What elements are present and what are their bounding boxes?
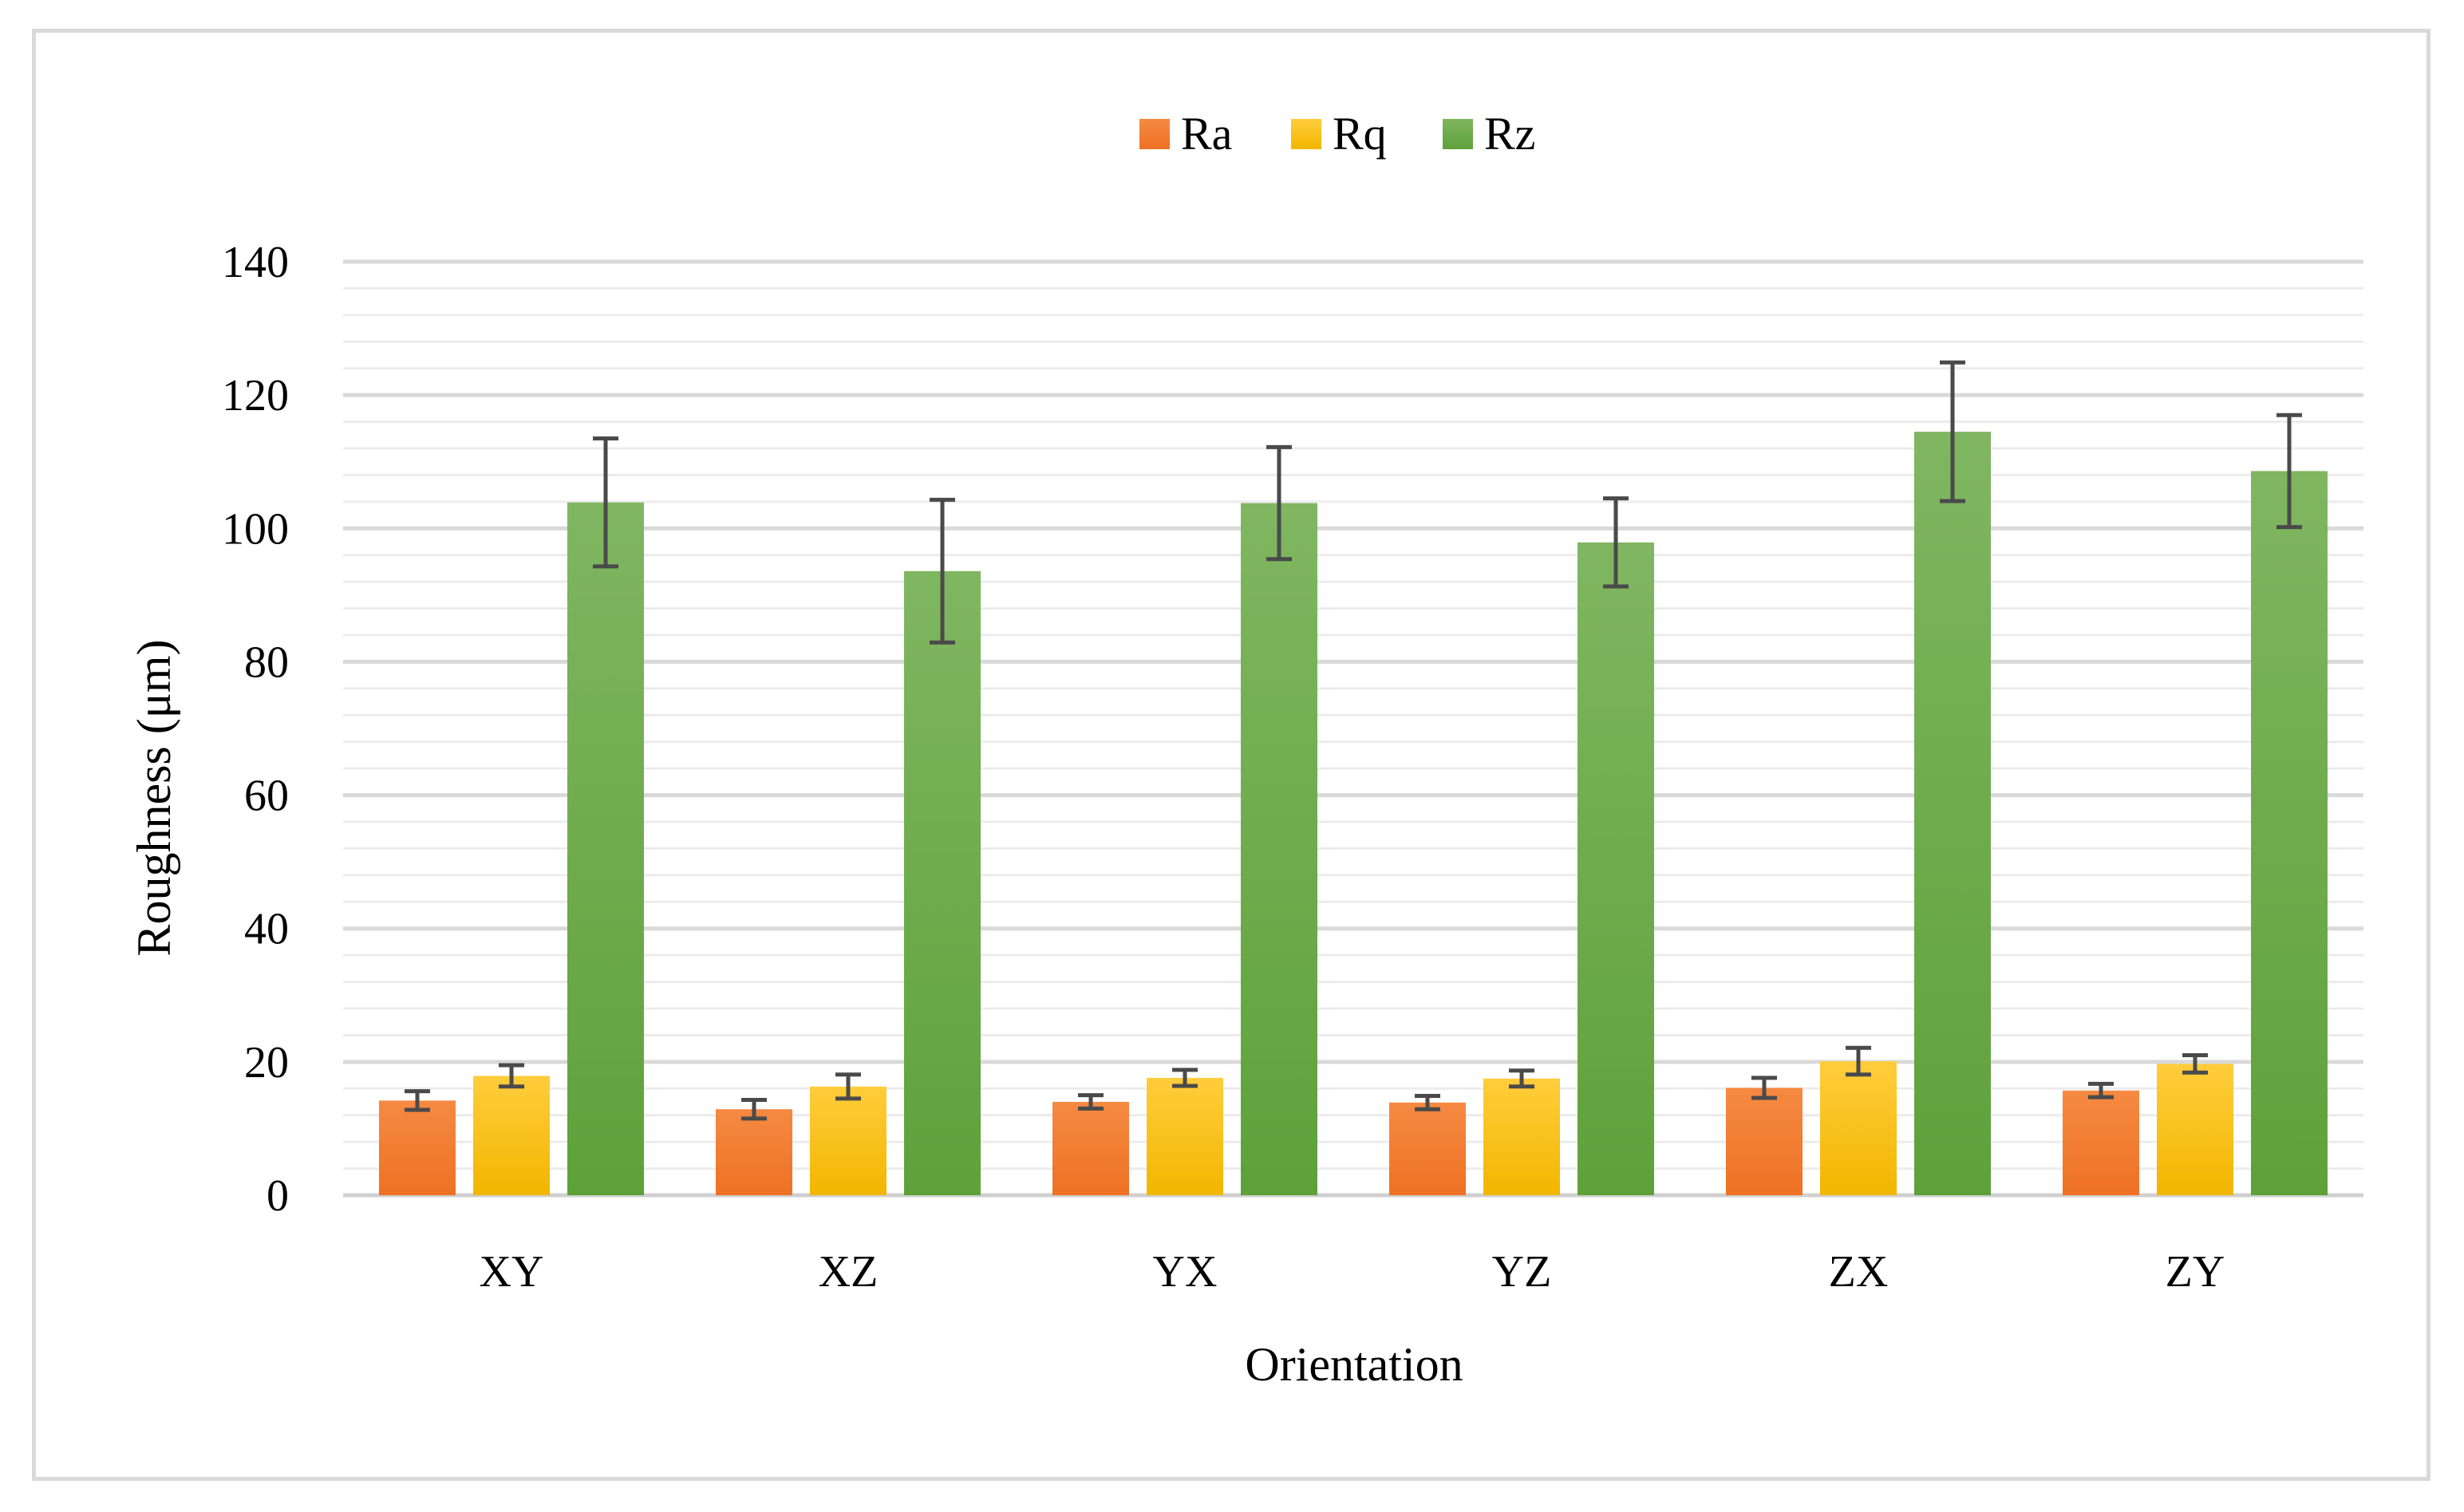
y-tick-label: 0 [267, 1171, 289, 1221]
legend: Ra Rq Rz [1139, 108, 1535, 160]
legend-label: Ra [1181, 108, 1232, 160]
error-bar-ra-zx [1751, 1076, 1777, 1100]
bar-ra-yx [1052, 1102, 1129, 1195]
x-tick-label: YZ [1492, 1247, 1552, 1297]
legend-item-ra: Ra [1139, 108, 1232, 160]
bar-rq-xz [810, 1086, 886, 1195]
error-bar-rq-zy [2182, 1053, 2208, 1075]
x-tick-label: XY [480, 1247, 544, 1297]
error-bar-rq-xy [499, 1063, 524, 1089]
error-bar-ra-xz [741, 1097, 767, 1121]
bar-rq-zx [1820, 1061, 1897, 1195]
x-tick-label: ZX [1829, 1247, 1889, 1297]
bar-rq-xy [473, 1076, 550, 1195]
x-tick-label: ZY [2166, 1247, 2225, 1297]
legend-item-rq: Rq [1291, 108, 1387, 160]
bar-rz-xy [567, 502, 644, 1195]
bar-ra-zy [2063, 1090, 2139, 1195]
legend-item-rz: Rz [1443, 108, 1535, 160]
error-bar-ra-zy [2088, 1081, 2114, 1099]
chart-frame [32, 29, 2430, 1481]
bar-ra-yz [1389, 1102, 1466, 1195]
error-bar-rq-xz [835, 1072, 861, 1101]
y-axis-title: Roughness (μm) [128, 639, 180, 956]
bar-ra-zx [1726, 1088, 1803, 1195]
axes: 0 20 40 60 80 100 120 140 XY XZ YX YZ ZX ZY [222, 238, 2225, 1297]
bar-rq-zy [2157, 1064, 2233, 1195]
y-tick-label: 120 [222, 371, 289, 420]
gridlines [343, 259, 2363, 1198]
y-tick-label: 100 [222, 504, 289, 554]
error-bar-rz-xy [593, 436, 618, 569]
error-bars [405, 360, 2302, 1121]
bar-rz-zy [2251, 471, 2328, 1195]
error-bar-rq-yz [1509, 1068, 1534, 1089]
bar-rz-zx [1914, 432, 1991, 1195]
error-bar-rz-yx [1266, 444, 1292, 562]
error-bar-rz-zx [1940, 360, 1965, 503]
bar-rz-xz [904, 570, 981, 1195]
x-tick-label: XZ [819, 1247, 879, 1297]
bar-rq-yx [1147, 1077, 1223, 1195]
error-bar-ra-xy [405, 1089, 430, 1112]
legend-label: Rq [1333, 108, 1387, 160]
x-axis-title: Orientation [1245, 1338, 1463, 1391]
bar-ra-xz [716, 1109, 792, 1195]
error-bar-rz-yz [1603, 496, 1629, 589]
y-tick-label: 140 [222, 238, 289, 287]
x-tick-label: YX [1153, 1247, 1218, 1297]
legend-swatch [1443, 119, 1473, 149]
y-tick-label: 80 [244, 638, 289, 687]
y-tick-label: 20 [244, 1038, 289, 1088]
error-bar-rq-zx [1846, 1045, 1871, 1077]
bars [379, 432, 2328, 1195]
legend-swatch [1291, 119, 1321, 149]
legend-label: Rz [1484, 108, 1535, 160]
error-bar-rq-yx [1172, 1068, 1198, 1088]
y-tick-label: 60 [244, 772, 289, 821]
bar-rq-yz [1483, 1078, 1560, 1195]
error-bar-ra-yx [1078, 1093, 1104, 1111]
error-bar-rz-xz [930, 497, 955, 645]
bar-rz-yz [1578, 542, 1654, 1195]
bar-ra-xy [379, 1100, 456, 1195]
y-tick-label: 40 [244, 905, 289, 954]
error-bar-rz-zy [2276, 413, 2302, 530]
bar-rz-yx [1241, 503, 1317, 1195]
error-bar-ra-yz [1415, 1093, 1440, 1111]
legend-swatch [1139, 119, 1170, 149]
